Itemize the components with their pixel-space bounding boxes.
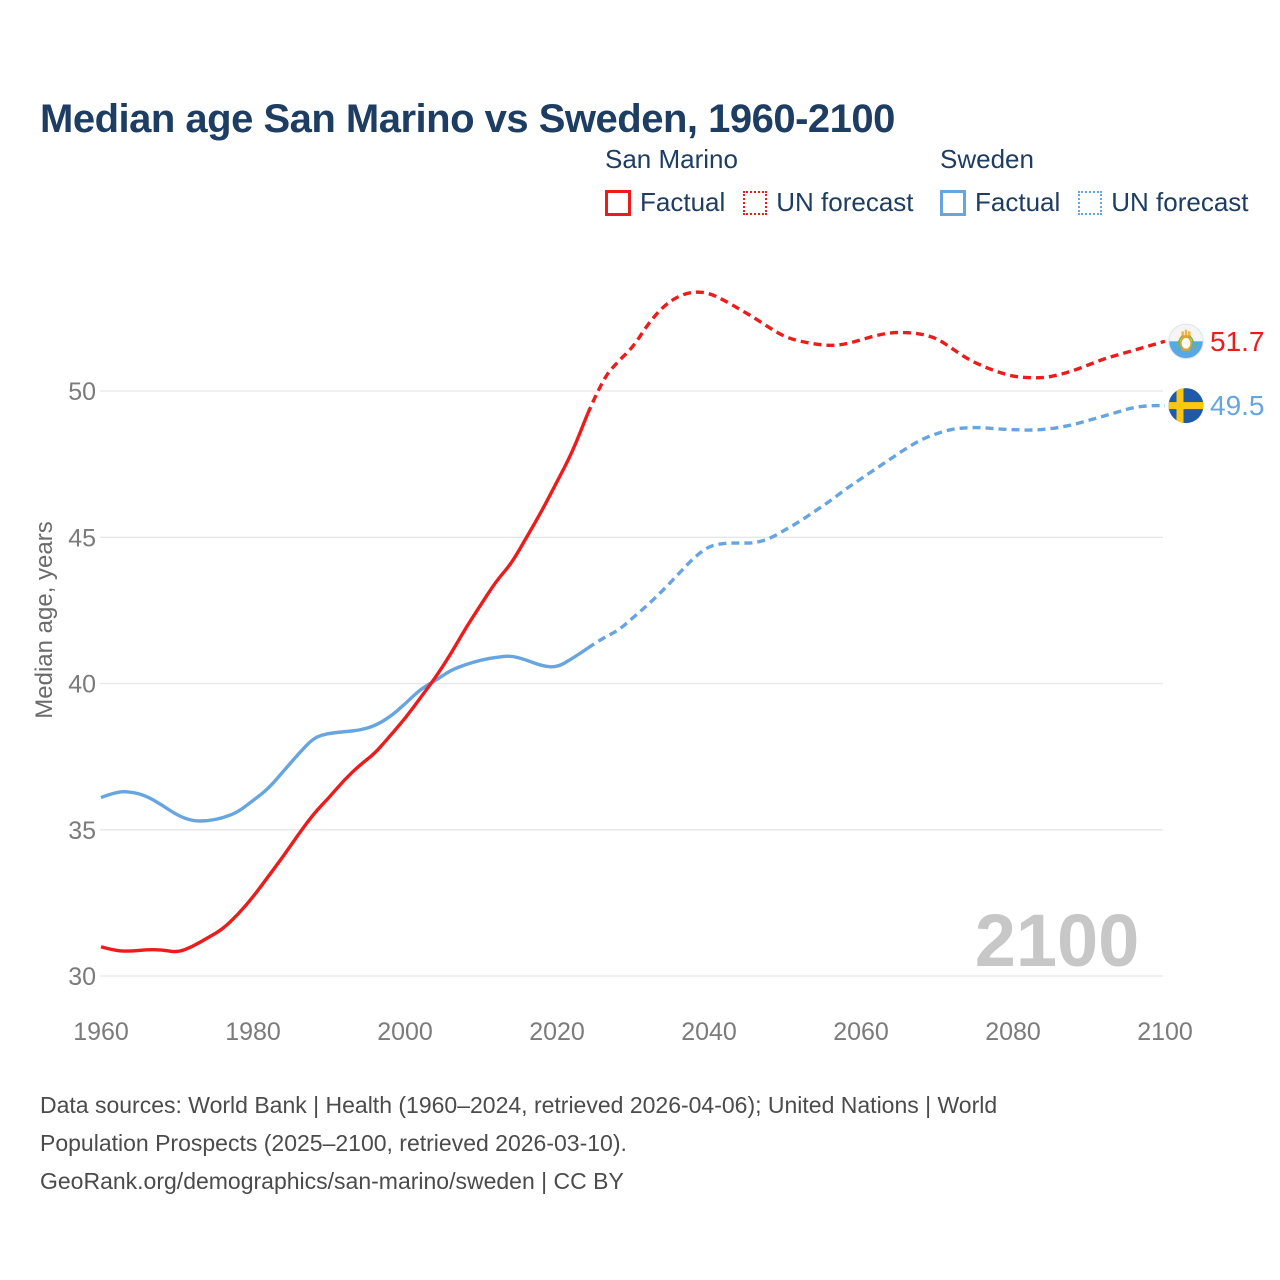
- watermark-year: 2100: [975, 899, 1140, 982]
- y-tick-label: 30: [68, 963, 96, 991]
- legend-label-sweden-forecast: UN forecast: [1111, 187, 1249, 217]
- x-tick-label: 1980: [225, 1018, 281, 1046]
- y-tick-label: 50: [68, 378, 96, 406]
- page-title: Median age San Marino vs Sweden, 1960-21…: [40, 96, 895, 141]
- x-tick-label: 2100: [1137, 1018, 1193, 1046]
- x-tick-label: 2040: [681, 1018, 737, 1046]
- footer-sources-line-2: Population Prospects (2025–2100, retriev…: [40, 1130, 627, 1156]
- san-marino-factual-line: [100, 413, 589, 954]
- end-markers: 51.7 49.5: [1168, 323, 1265, 423]
- footer-sources-line-1: Data sources: World Bank | Health (1960–…: [40, 1092, 998, 1118]
- y-axis-ticks: 30 35 40 45 50: [68, 378, 96, 991]
- legend-row-san-marino: Factual UN forecast: [605, 187, 932, 218]
- x-tick-label: 1960: [73, 1018, 129, 1046]
- legend-group-title-san-marino: San Marino: [605, 144, 738, 174]
- end-value-label: 51.7: [1210, 326, 1265, 357]
- series-lines: [100, 290, 1166, 954]
- y-tick-label: 35: [68, 817, 96, 845]
- legend-group-sweden: Sweden Factual UN forecast: [940, 144, 1267, 218]
- san-marino-forecast-swatch-icon: [743, 190, 768, 215]
- footer-attribution: GeoRank.org/demographics/san-marino/swed…: [40, 1168, 624, 1194]
- sweden-un-forecast-line: [586, 403, 1165, 650]
- san-marino-factual-swatch-icon: [605, 189, 631, 216]
- legend-label-sweden-factual: Factual: [975, 187, 1061, 217]
- gridlines: [100, 390, 1163, 977]
- end-value-label: 49.5: [1210, 390, 1265, 421]
- x-tick-label: 2060: [833, 1018, 889, 1046]
- legend-label-san-marino-forecast: UN forecast: [776, 187, 914, 217]
- y-tick-label: 45: [68, 524, 96, 552]
- sweden-flag-marker: [1168, 388, 1204, 424]
- san-marino-un-forecast-line: [585, 290, 1166, 416]
- sweden-factual-line: [100, 646, 589, 823]
- legend-group-title-sweden: Sweden: [940, 144, 1034, 174]
- y-tick-label: 40: [68, 671, 96, 699]
- san-marino-flag-marker: [1168, 323, 1204, 359]
- sweden-factual-swatch-icon: [940, 189, 966, 216]
- x-tick-label: 2000: [377, 1018, 433, 1046]
- legend-group-san-marino: San Marino Factual UN forecast: [605, 144, 932, 218]
- legend-label-san-marino-factual: Factual: [640, 187, 726, 217]
- x-tick-label: 2020: [529, 1018, 585, 1046]
- sweden-forecast-swatch-icon: [1078, 190, 1103, 215]
- y-axis-title: Median age, years: [31, 521, 58, 718]
- footer: Data sources: World Bank | Health (1960–…: [40, 1086, 1180, 1200]
- x-tick-label: 2080: [985, 1018, 1041, 1046]
- legend-row-sweden: Factual UN forecast: [940, 187, 1267, 218]
- x-axis-ticks: 1960 1980 2000 2020 2040 2060 2080 2100: [73, 1018, 1193, 1046]
